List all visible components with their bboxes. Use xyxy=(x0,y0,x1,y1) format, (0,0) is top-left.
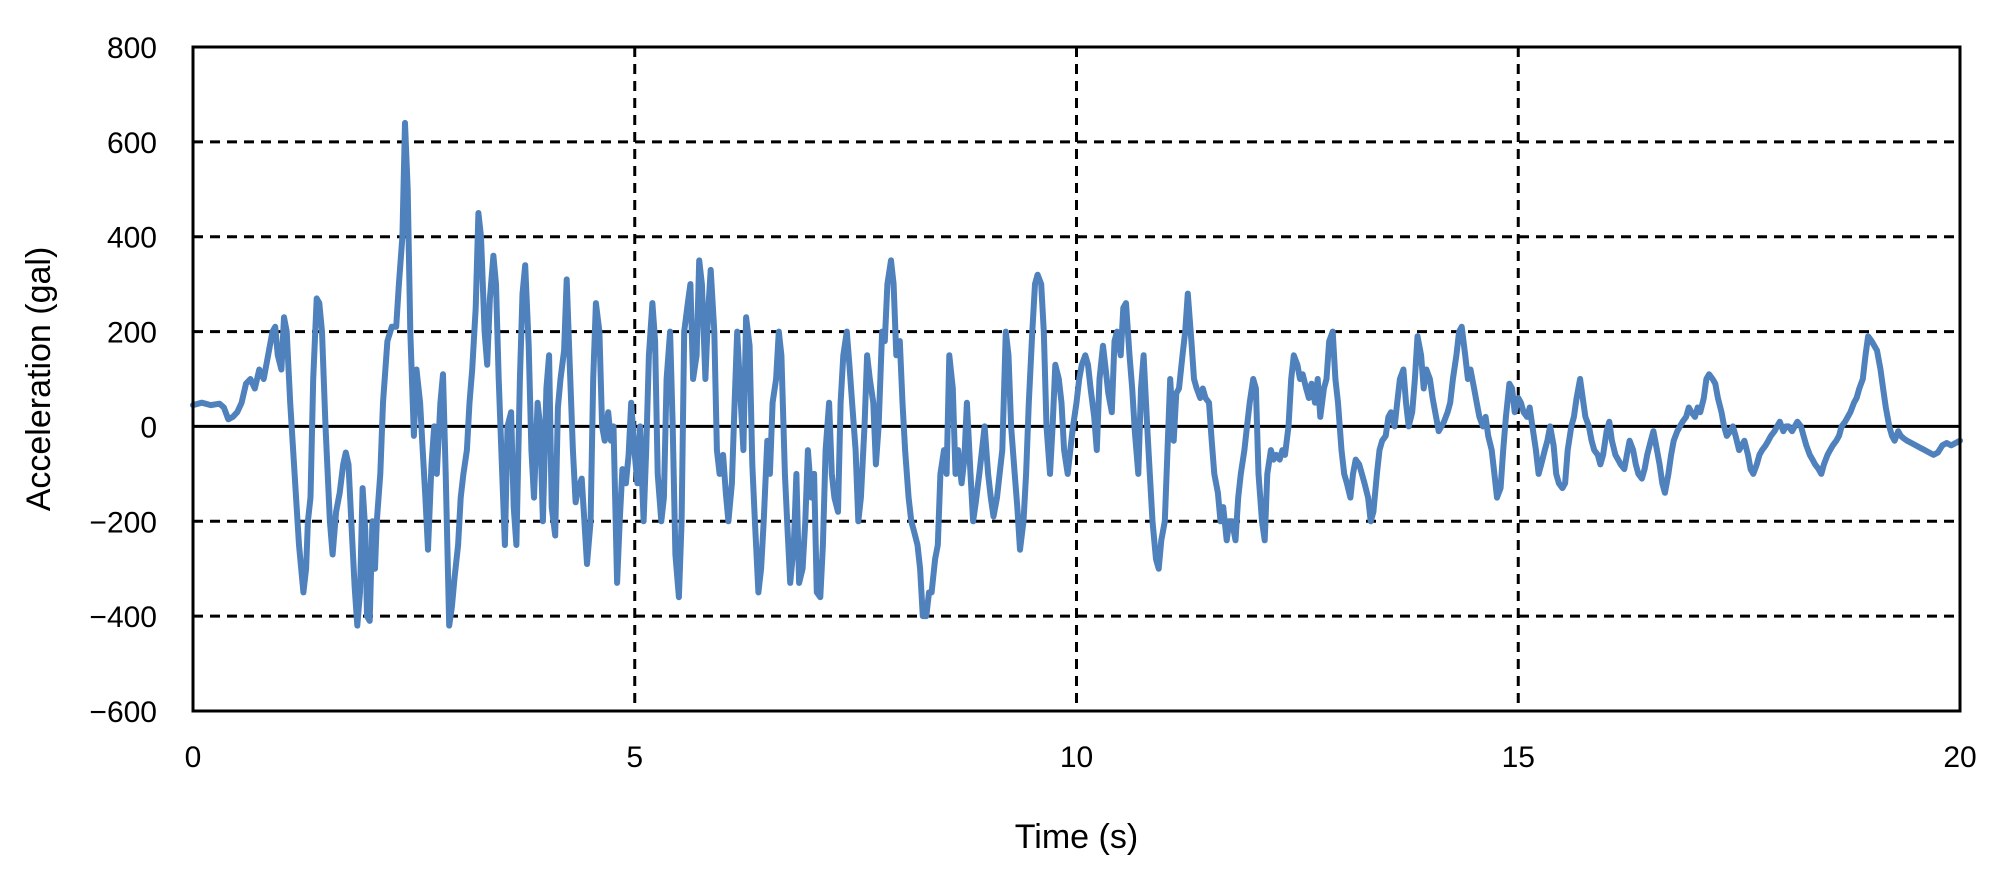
x-tick-label: 20 xyxy=(1943,741,1976,774)
y-tick-label: 800 xyxy=(107,32,157,65)
y-axis-title: Acceleration (gal) xyxy=(20,247,58,512)
y-tick-labels: −600 −400 −200 0 200 400 600 800 xyxy=(89,32,157,729)
series-line-1 xyxy=(190,119,1963,629)
y-tick-label: 200 xyxy=(107,317,157,350)
x-tick-label: 0 xyxy=(185,741,202,774)
x-axis-title: Time (s) xyxy=(1015,818,1138,856)
y-tick-label: −600 xyxy=(89,696,157,729)
x-tick-labels: 0 5 10 15 20 xyxy=(185,741,1977,774)
y-tick-label: 0 xyxy=(140,411,157,444)
x-tick-label: 10 xyxy=(1060,741,1093,774)
y-tick-label: 600 xyxy=(107,127,157,160)
x-tick-label: 5 xyxy=(626,741,643,774)
plot-frame xyxy=(191,45,1962,713)
y-tick-label: 400 xyxy=(107,222,157,255)
y-tick-label: −400 xyxy=(89,601,157,634)
series-layer xyxy=(190,119,1963,629)
x-tick-label: 15 xyxy=(1502,741,1535,774)
y-tick-label: −200 xyxy=(89,506,157,539)
